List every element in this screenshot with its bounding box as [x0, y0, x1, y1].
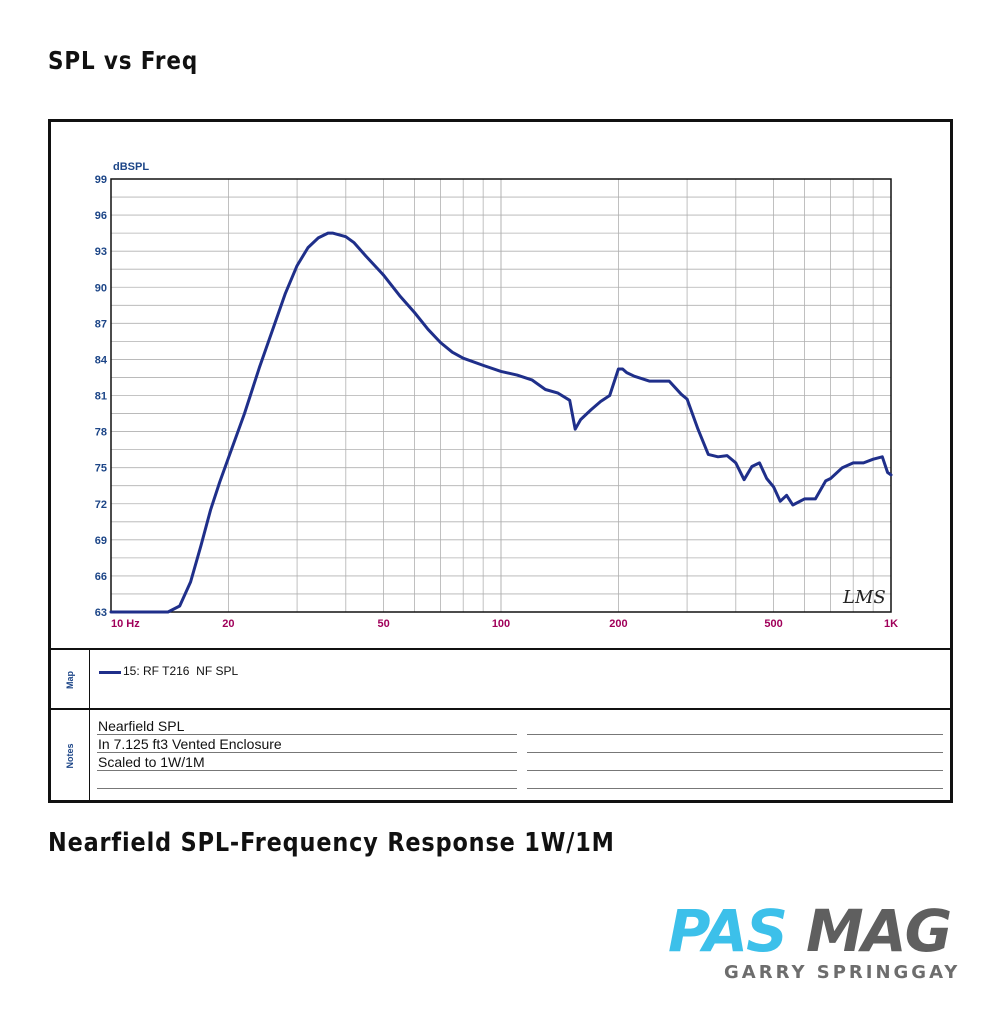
x-tick-label: 100	[492, 618, 510, 630]
notes-row: Notes Nearfield SPL In 7.125 ft3 Vented …	[51, 708, 950, 802]
chart-axes: 99 96 93 90 87 84 81 78 75 72 69 66 63 10 Hz 20 50 100 20…	[95, 174, 898, 630]
lms-watermark: LMS	[842, 587, 886, 608]
chart-grid	[110, 178, 892, 613]
pasmag-logo: PAS MAG GARRY SPRINGGAY	[668, 898, 958, 988]
logo-pas: PAS	[668, 897, 788, 965]
y-tick-label: 78	[95, 427, 107, 439]
note-line-3: Scaled to 1W/1M	[98, 754, 205, 770]
note-line-2: In 7.125 ft3 Vented Enclosure	[98, 736, 282, 752]
map-tag: Map	[51, 650, 90, 710]
y-axis-label: dBSPL	[113, 161, 149, 173]
y-tick-label: 66	[95, 571, 107, 583]
y-tick-label: 99	[95, 174, 107, 186]
map-row: Map 15: RF T216 NF SPL	[51, 648, 950, 710]
top-heading: SPL vs Freq	[48, 46, 199, 75]
y-tick-label: 93	[95, 246, 107, 258]
logo-byline: GARRY SPRINGGAY	[724, 962, 961, 983]
y-tick-label: 69	[95, 535, 107, 547]
note-line-1: Nearfield SPL	[98, 718, 185, 734]
x-tick-label: 10 Hz	[111, 618, 140, 630]
spl-frequency-chart: 99 96 93 90 87 84 81 78 75 72 69 66 63 10 Hz 20 50 100 20…	[95, 161, 898, 630]
y-tick-label: 72	[95, 499, 107, 511]
y-tick-label: 75	[95, 463, 107, 475]
plot-frame	[110, 178, 892, 613]
x-tick-label: 20	[222, 618, 234, 630]
chart-series	[109, 231, 893, 614]
y-tick-label: 87	[95, 318, 107, 330]
legend-label: 15: RF T216 NF SPL	[123, 664, 239, 678]
chart-sheet: 99 96 93 90 87 84 81 78 75 72 69 66 63 10 Hz 20 50 100 20…	[48, 119, 953, 803]
logo-mag: MAG	[806, 897, 952, 965]
notes-tag: Notes	[51, 710, 90, 802]
x-tick-label: 500	[764, 618, 782, 630]
series-line	[109, 231, 893, 614]
x-tick-label: 50	[377, 618, 389, 630]
y-tick-label: 81	[95, 391, 107, 403]
y-tick-label: 63	[95, 607, 107, 619]
y-tick-label: 96	[95, 210, 107, 222]
x-tick-label: 1K	[884, 618, 898, 630]
y-tick-label: 84	[95, 354, 108, 366]
x-tick-label: 200	[609, 618, 627, 630]
bottom-heading: Nearfield SPL-Frequency Response 1W/1M	[48, 828, 615, 858]
y-tick-label: 90	[95, 282, 107, 294]
legend-swatch	[99, 671, 121, 674]
